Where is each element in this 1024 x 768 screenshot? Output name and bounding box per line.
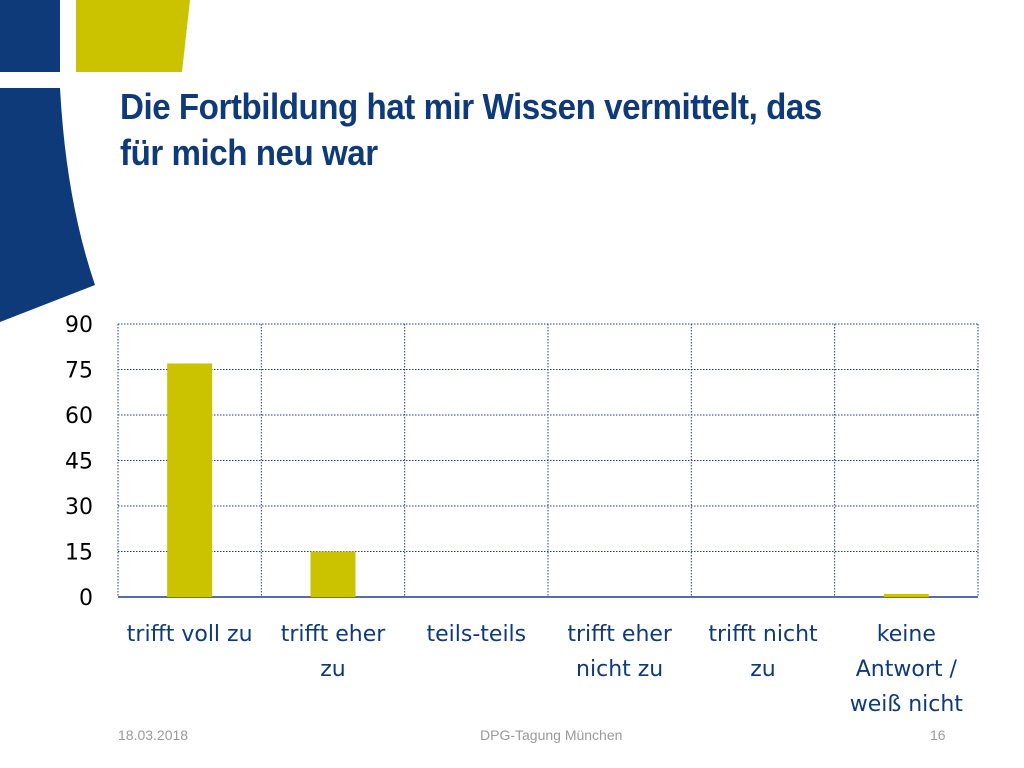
y-tick-label: 75	[65, 359, 93, 384]
x-tick-label-line: trifft voll zu	[127, 622, 253, 647]
y-axis-ticks: 0 15 30 45 60 75 90	[65, 313, 93, 611]
chart-bars	[167, 363, 929, 597]
deco-yellow-block	[76, 0, 190, 72]
x-tick-label: teils-teils	[427, 622, 527, 647]
bar	[310, 551, 356, 597]
x-tick-label-line: trifft eher	[567, 622, 673, 647]
x-tick-label-line: keine	[877, 622, 936, 647]
footer-page-number: 16	[930, 727, 946, 743]
x-tick-label: trifft voll zu	[127, 622, 253, 647]
footer-date: 18.03.2018	[118, 727, 189, 743]
y-tick-label: 90	[65, 313, 93, 338]
decorative-header-shapes	[0, 0, 190, 322]
y-tick-label: 15	[65, 541, 93, 566]
deco-blue-curve	[0, 88, 95, 322]
x-tick-label-line: nicht zu	[576, 657, 663, 682]
footer-event: DPG-Tagung München	[480, 727, 623, 743]
slide-title: Die Fortbildung hat mir Wissen vermittel…	[120, 84, 930, 176]
x-tick-label-line: trifft eher	[281, 622, 387, 647]
y-tick-label: 45	[65, 450, 93, 475]
slide-title-line-1: Die Fortbildung hat mir Wissen vermittel…	[120, 86, 822, 127]
x-tick-label-line: teils-teils	[427, 622, 527, 647]
y-tick-label: 0	[79, 586, 93, 611]
y-tick-label: 60	[65, 404, 93, 429]
chart-grid	[117, 323, 979, 598]
x-tick-label-line: zu	[750, 657, 776, 682]
x-tick-label: trifft eher zu	[281, 622, 387, 682]
x-axis-labels: trifft voll zu trifft eher zu teils-teils tr…	[127, 622, 964, 717]
x-tick-label: keine Antwort / weiß nicht	[850, 622, 964, 717]
bar	[883, 593, 929, 597]
y-tick-label: 30	[65, 495, 93, 520]
x-tick-label-line: weiß nicht	[850, 692, 964, 717]
x-tick-label: trifft nicht zu	[708, 622, 818, 682]
bar	[167, 363, 213, 597]
x-tick-label-line: zu	[320, 657, 346, 682]
x-tick-label-line: Antwort /	[856, 657, 958, 682]
x-tick-label-line: trifft nicht	[708, 622, 818, 647]
x-tick-label: trifft eher nicht zu	[567, 622, 673, 682]
deco-blue-block-top	[0, 0, 60, 72]
slide-title-line-2: für mich neu war	[120, 132, 378, 173]
